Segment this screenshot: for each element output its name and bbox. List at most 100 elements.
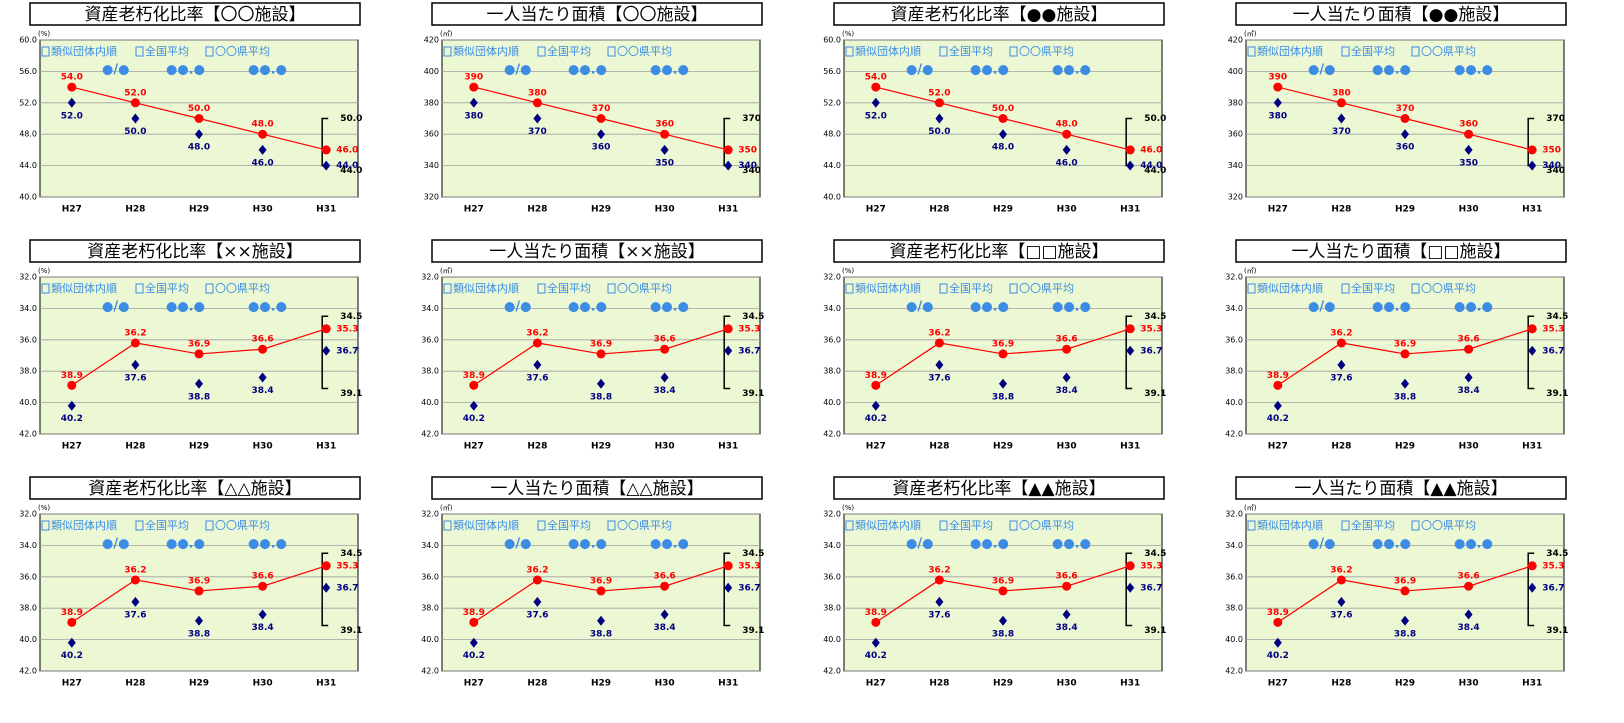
value-label: 35.3 — [1542, 324, 1564, 334]
value-label: 37.6 — [1330, 610, 1352, 620]
value-label: 40.2 — [1267, 414, 1289, 424]
y-tick-label: 34.0 — [1225, 541, 1243, 550]
value-label: 36.7 — [1140, 346, 1162, 356]
legend-icon — [939, 283, 948, 294]
point — [1400, 586, 1410, 596]
point — [596, 586, 606, 596]
legend-label: 全国平均 — [1351, 281, 1395, 295]
legend-label: 類似団体内順 — [51, 44, 117, 58]
value-label: 36.6 — [653, 572, 675, 582]
point — [130, 338, 140, 348]
legend-icon — [443, 520, 452, 531]
unit-label: (%) — [38, 504, 50, 512]
value-label: 350 — [738, 145, 757, 155]
legend-label: 全国平均 — [949, 281, 993, 295]
point — [532, 575, 542, 585]
diamond-marker — [131, 359, 140, 370]
x-tick-label: H30 — [1057, 442, 1077, 452]
point — [660, 581, 670, 591]
diamond-marker — [131, 113, 140, 124]
y-tick-label: 40.0 — [421, 398, 439, 407]
range-label: 34.5 — [1144, 312, 1166, 322]
y-tick-label: 400 — [424, 67, 439, 76]
legend-icon — [1411, 46, 1420, 57]
value-label: 38.8 — [188, 629, 210, 639]
diamond-marker — [1337, 113, 1346, 124]
diamond-marker — [1401, 615, 1409, 626]
y-tick-label: 32.0 — [19, 510, 37, 519]
diamond-marker — [999, 615, 1007, 626]
value-label: 54.0 — [865, 73, 887, 83]
point — [321, 145, 331, 155]
y-tick-label: 40.0 — [1225, 398, 1243, 407]
legend-label: 全国平均 — [145, 518, 189, 532]
value-label: 40.2 — [463, 414, 485, 424]
unit-label: (%) — [842, 30, 854, 38]
y-tick-label: 40.0 — [823, 398, 841, 407]
legend-label: 全国平均 — [949, 518, 993, 532]
value-label: 36.7 — [336, 346, 358, 356]
chart: 資産老朽化比率【××施設】 (%)32.0 34.0 36.0 38.0 40.0 42.0… — [19, 239, 362, 452]
legend-icon — [205, 46, 214, 57]
value-label: 35.3 — [738, 561, 760, 571]
legend-icon — [939, 520, 948, 531]
value-label: 44.0 — [336, 161, 358, 171]
value-label: 38.4 — [251, 623, 273, 633]
point — [1273, 617, 1283, 627]
x-tick-label: H30 — [655, 679, 675, 689]
legend-label: 類似団体内順 — [51, 518, 117, 532]
value-label: 380 — [1332, 88, 1351, 98]
point — [998, 349, 1008, 359]
diamond-marker — [1062, 144, 1071, 155]
legend-value: ●●.● — [1052, 63, 1091, 78]
value-label: 38.8 — [1394, 392, 1416, 402]
point — [1336, 575, 1346, 585]
value-label: 350 — [655, 158, 674, 168]
point — [723, 145, 733, 155]
x-tick-label: H31 — [1522, 442, 1542, 452]
diamond-marker — [469, 400, 478, 411]
range-label: 340 — [742, 166, 761, 176]
legend-value: ●●.● — [1454, 300, 1493, 315]
x-tick-label: H30 — [253, 442, 273, 452]
point — [1464, 129, 1474, 139]
value-label: 40.2 — [1267, 651, 1289, 661]
value-label: 37.6 — [928, 373, 950, 383]
range-bracket — [1125, 552, 1133, 627]
value-label: 350 — [1459, 158, 1478, 168]
value-label: 36.7 — [1542, 583, 1564, 593]
legend-icon — [845, 46, 854, 57]
legend-icon — [939, 46, 948, 57]
value-label: 36.7 — [1140, 583, 1162, 593]
diamond-marker — [597, 129, 605, 140]
y-tick-label: 320 — [424, 193, 439, 202]
value-label: 36.9 — [590, 339, 612, 349]
point — [130, 98, 140, 108]
y-tick-label: 60.0 — [19, 36, 37, 45]
legend-value: ●/● — [906, 537, 933, 552]
value-label: 37.6 — [526, 373, 548, 383]
diamond-marker — [469, 97, 478, 108]
value-label: 360 — [1459, 120, 1478, 130]
value-label: 50.0 — [928, 127, 950, 137]
point — [1400, 349, 1410, 359]
unit-label: (㎡) — [440, 504, 453, 512]
x-tick-label: H27 — [1268, 205, 1288, 215]
diamond-marker — [195, 129, 203, 140]
point — [469, 82, 479, 92]
range-label: 39.1 — [340, 389, 362, 399]
x-tick-label: H27 — [62, 442, 82, 452]
x-tick-label: H30 — [253, 205, 273, 215]
diamond-marker — [469, 637, 478, 648]
point — [67, 380, 77, 390]
value-label: 38.4 — [653, 386, 675, 396]
x-tick-label: H30 — [655, 442, 675, 452]
value-label: 46.0 — [251, 158, 273, 168]
value-label: 46.0 — [1140, 145, 1162, 155]
title-box — [1235, 476, 1567, 500]
legend-value: ●/● — [906, 300, 933, 315]
legend-icon — [443, 283, 452, 294]
y-tick-label: 56.0 — [823, 67, 841, 76]
value-label: 360 — [1396, 143, 1415, 153]
